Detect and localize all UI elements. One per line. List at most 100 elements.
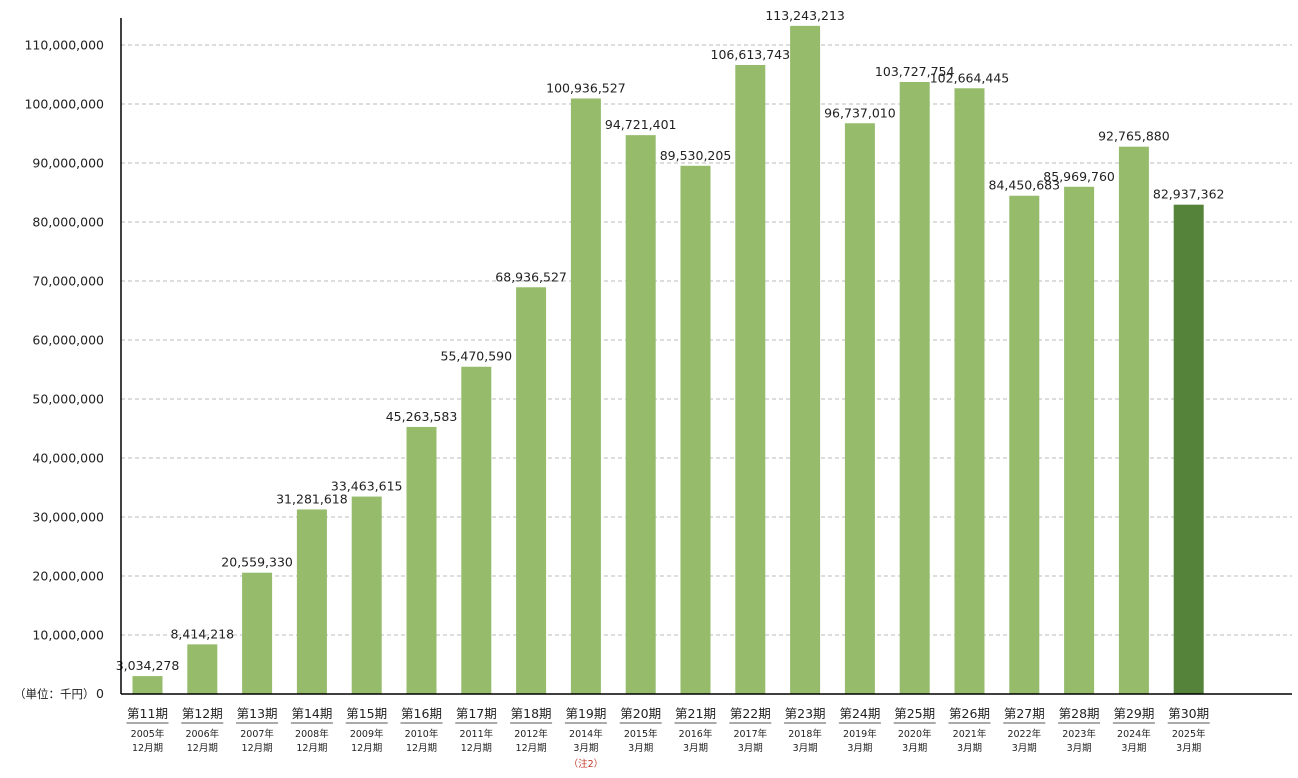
period-label: 第24期 xyxy=(839,706,880,721)
bar-value-label: 82,937,362 xyxy=(1153,187,1225,202)
period-label: 第25期 xyxy=(894,706,935,721)
year-label: 2020年 xyxy=(898,728,932,740)
period-label: 第28期 xyxy=(1059,706,1100,721)
bar-value-label: 8,414,218 xyxy=(170,626,234,641)
bar xyxy=(132,676,163,694)
month-label: 3月期 xyxy=(573,743,598,754)
bar-value-label: 100,936,527 xyxy=(546,80,626,95)
year-label: 2019年 xyxy=(843,728,877,740)
period-label: 第18期 xyxy=(511,706,552,721)
year-label: 2009年 xyxy=(350,728,384,740)
year-label: 2017年 xyxy=(733,728,767,740)
period-label: 第14期 xyxy=(291,706,332,721)
month-label: 3月期 xyxy=(793,743,818,754)
bar xyxy=(406,426,437,694)
year-label: 2023年 xyxy=(1062,728,1096,740)
month-label: 3月期 xyxy=(628,743,653,754)
bar-value-label: 84,450,683 xyxy=(989,178,1061,193)
year-label: 2011年 xyxy=(459,728,493,740)
bar xyxy=(242,572,273,694)
year-label: 2024年 xyxy=(1117,728,1151,740)
month-label: 3月期 xyxy=(902,743,927,754)
bar xyxy=(790,25,821,694)
period-label: 第27期 xyxy=(1004,706,1045,721)
month-label: 12月期 xyxy=(296,743,327,754)
bar xyxy=(625,135,656,694)
y-tick-label: 100,000,000 xyxy=(24,97,104,112)
year-label: 2012年 xyxy=(514,728,548,740)
bar-value-label: 55,470,590 xyxy=(441,349,513,364)
bar-value-label: 106,613,743 xyxy=(711,47,791,62)
year-label: 2007年 xyxy=(240,728,274,740)
note-label: （注2） xyxy=(569,758,604,770)
y-tick-label: 10,000,000 xyxy=(32,628,104,643)
period-label: 第13期 xyxy=(237,706,278,721)
month-label: 12月期 xyxy=(351,743,382,754)
bar-value-label: 33,463,615 xyxy=(331,479,403,494)
month-label: 12月期 xyxy=(242,743,273,754)
bars xyxy=(132,25,1204,695)
bar-value-label: 96,737,010 xyxy=(824,105,896,120)
month-label: 12月期 xyxy=(516,743,547,754)
bar xyxy=(954,88,985,694)
y-tick-label: 80,000,000 xyxy=(32,215,104,230)
year-label: 2016年 xyxy=(679,728,713,740)
period-label: 第17期 xyxy=(456,706,497,721)
year-label: 2021年 xyxy=(953,728,987,740)
month-label: 3月期 xyxy=(847,743,872,754)
bar xyxy=(680,165,711,694)
month-label: 12月期 xyxy=(461,743,492,754)
bar xyxy=(351,496,382,694)
bar xyxy=(461,366,492,694)
y-tick-label: 20,000,000 xyxy=(32,569,104,584)
month-label: 3月期 xyxy=(738,743,763,754)
month-label: 3月期 xyxy=(1012,743,1037,754)
bar xyxy=(187,644,218,694)
year-label: 2014年 xyxy=(569,728,603,740)
period-label: 第26期 xyxy=(949,706,990,721)
bar-value-labels: 3,034,278 8,414,218 20,559,330 31,281,61833… xyxy=(116,8,1225,673)
bar-value-label: 3,034,278 xyxy=(116,658,180,673)
year-label: 2015年 xyxy=(624,728,658,740)
year-label: 2018年 xyxy=(788,728,822,740)
x-axis-labels: 第11期 2005年 12月期 第12期 2006年 12月期 第13期 2007年 12月期 第… xyxy=(126,706,1210,770)
year-label: 2005年 xyxy=(131,728,165,740)
y-tick-label: 50,000,000 xyxy=(32,392,104,407)
year-label: 2022年 xyxy=(1007,728,1041,740)
year-label: 2006年 xyxy=(185,728,219,740)
bar-value-label: 45,263,583 xyxy=(386,409,458,424)
y-tick-label: 70,000,000 xyxy=(32,274,104,289)
month-label: 3月期 xyxy=(1176,743,1201,754)
unit-label: （単位：千円） xyxy=(14,687,95,701)
bar-value-label: 85,969,760 xyxy=(1043,169,1115,184)
month-label: 3月期 xyxy=(1067,743,1092,754)
month-label: 12月期 xyxy=(132,743,163,754)
period-label: 第15期 xyxy=(346,706,387,721)
period-label: 第19期 xyxy=(565,706,606,721)
bar xyxy=(1064,186,1095,694)
bar xyxy=(735,64,766,694)
period-label: 第30期 xyxy=(1168,706,1209,721)
month-label: 3月期 xyxy=(1121,743,1146,754)
grid-lines xyxy=(121,44,1292,636)
y-axis-ticks: 10,000,000 20,000,000 30,000,000 40,000,000… xyxy=(24,38,104,643)
month-label: 3月期 xyxy=(683,743,708,754)
bar xyxy=(844,123,875,694)
bar xyxy=(1173,204,1204,695)
period-label: 第12期 xyxy=(182,706,223,721)
bar xyxy=(570,98,601,694)
period-label: 第23期 xyxy=(785,706,826,721)
month-label: 3月期 xyxy=(957,743,982,754)
bar-value-label: 94,721,401 xyxy=(605,117,677,132)
bar-value-label: 103,727,754 xyxy=(875,64,955,79)
bar xyxy=(516,287,547,694)
year-label: 2008年 xyxy=(295,728,329,740)
bar-value-label: 68,936,527 xyxy=(495,269,567,284)
bar-value-label: 89,530,205 xyxy=(660,148,732,163)
period-label: 第11期 xyxy=(127,706,168,721)
period-label: 第16期 xyxy=(401,706,442,721)
bar xyxy=(1009,195,1040,694)
period-label: 第22期 xyxy=(730,706,771,721)
bar-value-label: 113,243,213 xyxy=(765,8,845,23)
month-label: 12月期 xyxy=(406,743,437,754)
